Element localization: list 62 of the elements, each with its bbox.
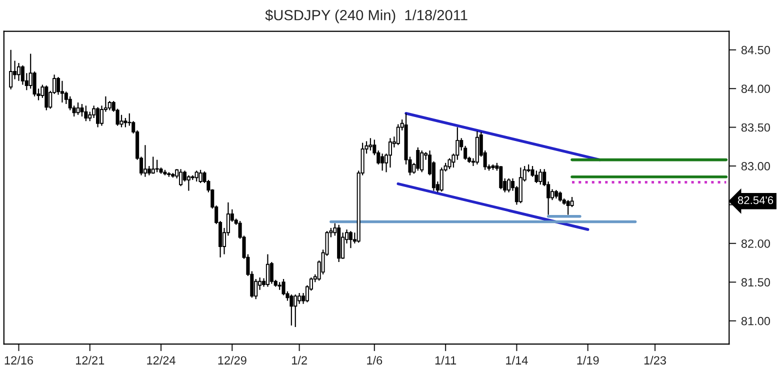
candlestick <box>558 190 562 202</box>
candlestick <box>298 292 302 304</box>
candlestick <box>266 254 270 288</box>
candlestick <box>194 170 198 182</box>
y-tick-label: 83.00 <box>741 162 770 170</box>
x-tick-label: 12/24 <box>147 356 176 365</box>
x-tick-label: 12/16 <box>4 356 33 365</box>
candlestick <box>9 49 13 90</box>
candlestick <box>84 105 88 122</box>
candlestick <box>120 114 124 128</box>
x-tick-label: 1/11 <box>435 356 456 365</box>
candlestick <box>60 80 64 104</box>
candlestick <box>570 196 574 208</box>
candlestick <box>80 104 84 118</box>
candlestick <box>420 150 424 173</box>
candlestick <box>380 153 384 172</box>
x-tick-label: 1/2 <box>292 356 307 365</box>
text: 82.54'6 <box>738 196 774 204</box>
candlestick <box>88 111 92 122</box>
x-tick-label: 12/21 <box>76 356 104 365</box>
candlestick <box>348 230 352 249</box>
y-tick-label: 83.50 <box>741 123 770 132</box>
candlestick <box>416 146 420 172</box>
candlestick <box>16 62 21 82</box>
candlestick <box>290 294 294 326</box>
candlestick <box>440 166 444 192</box>
candlestick <box>534 170 538 184</box>
candlestick <box>108 100 112 111</box>
y-tick-label: 84.00 <box>741 84 770 93</box>
candlestick <box>448 158 452 170</box>
x-tick-label: 1/19 <box>577 356 599 365</box>
x-tick-label: 12/29 <box>218 356 246 365</box>
candlestick <box>538 168 542 186</box>
candlestick <box>396 124 400 146</box>
x-tick-label: 1/6 <box>367 356 382 365</box>
candlestick <box>186 174 190 192</box>
x-tick-label: 1/14 <box>506 356 528 365</box>
candlestick <box>566 200 570 216</box>
x-tick-label: 1/23 <box>644 356 666 365</box>
candlestick <box>147 165 151 176</box>
candlestick <box>44 84 48 111</box>
candlestick <box>151 156 155 174</box>
candlestick <box>254 278 258 300</box>
candlestick <box>518 166 522 204</box>
candlestick <box>179 168 183 187</box>
candlestick <box>155 159 159 173</box>
y-tick-label: 81.50 <box>741 278 770 287</box>
candlestick <box>499 165 503 190</box>
candlestick <box>368 138 372 152</box>
candlestick <box>294 294 298 328</box>
candlestick <box>96 106 100 128</box>
candlestick <box>143 144 147 178</box>
y-tick-label: 84.50 <box>741 46 770 54</box>
candlestick <box>124 117 128 128</box>
y-tick-label: 81.00 <box>741 316 770 326</box>
candlestick <box>388 138 392 168</box>
candlestick <box>198 169 202 184</box>
y-tick-label: 82.00 <box>741 239 770 248</box>
candlestick <box>76 102 80 116</box>
chart-title: $USDJPY (240 Min) 1/18/2011 <box>265 9 468 24</box>
candlestick <box>507 178 511 193</box>
candlestick <box>32 70 36 97</box>
